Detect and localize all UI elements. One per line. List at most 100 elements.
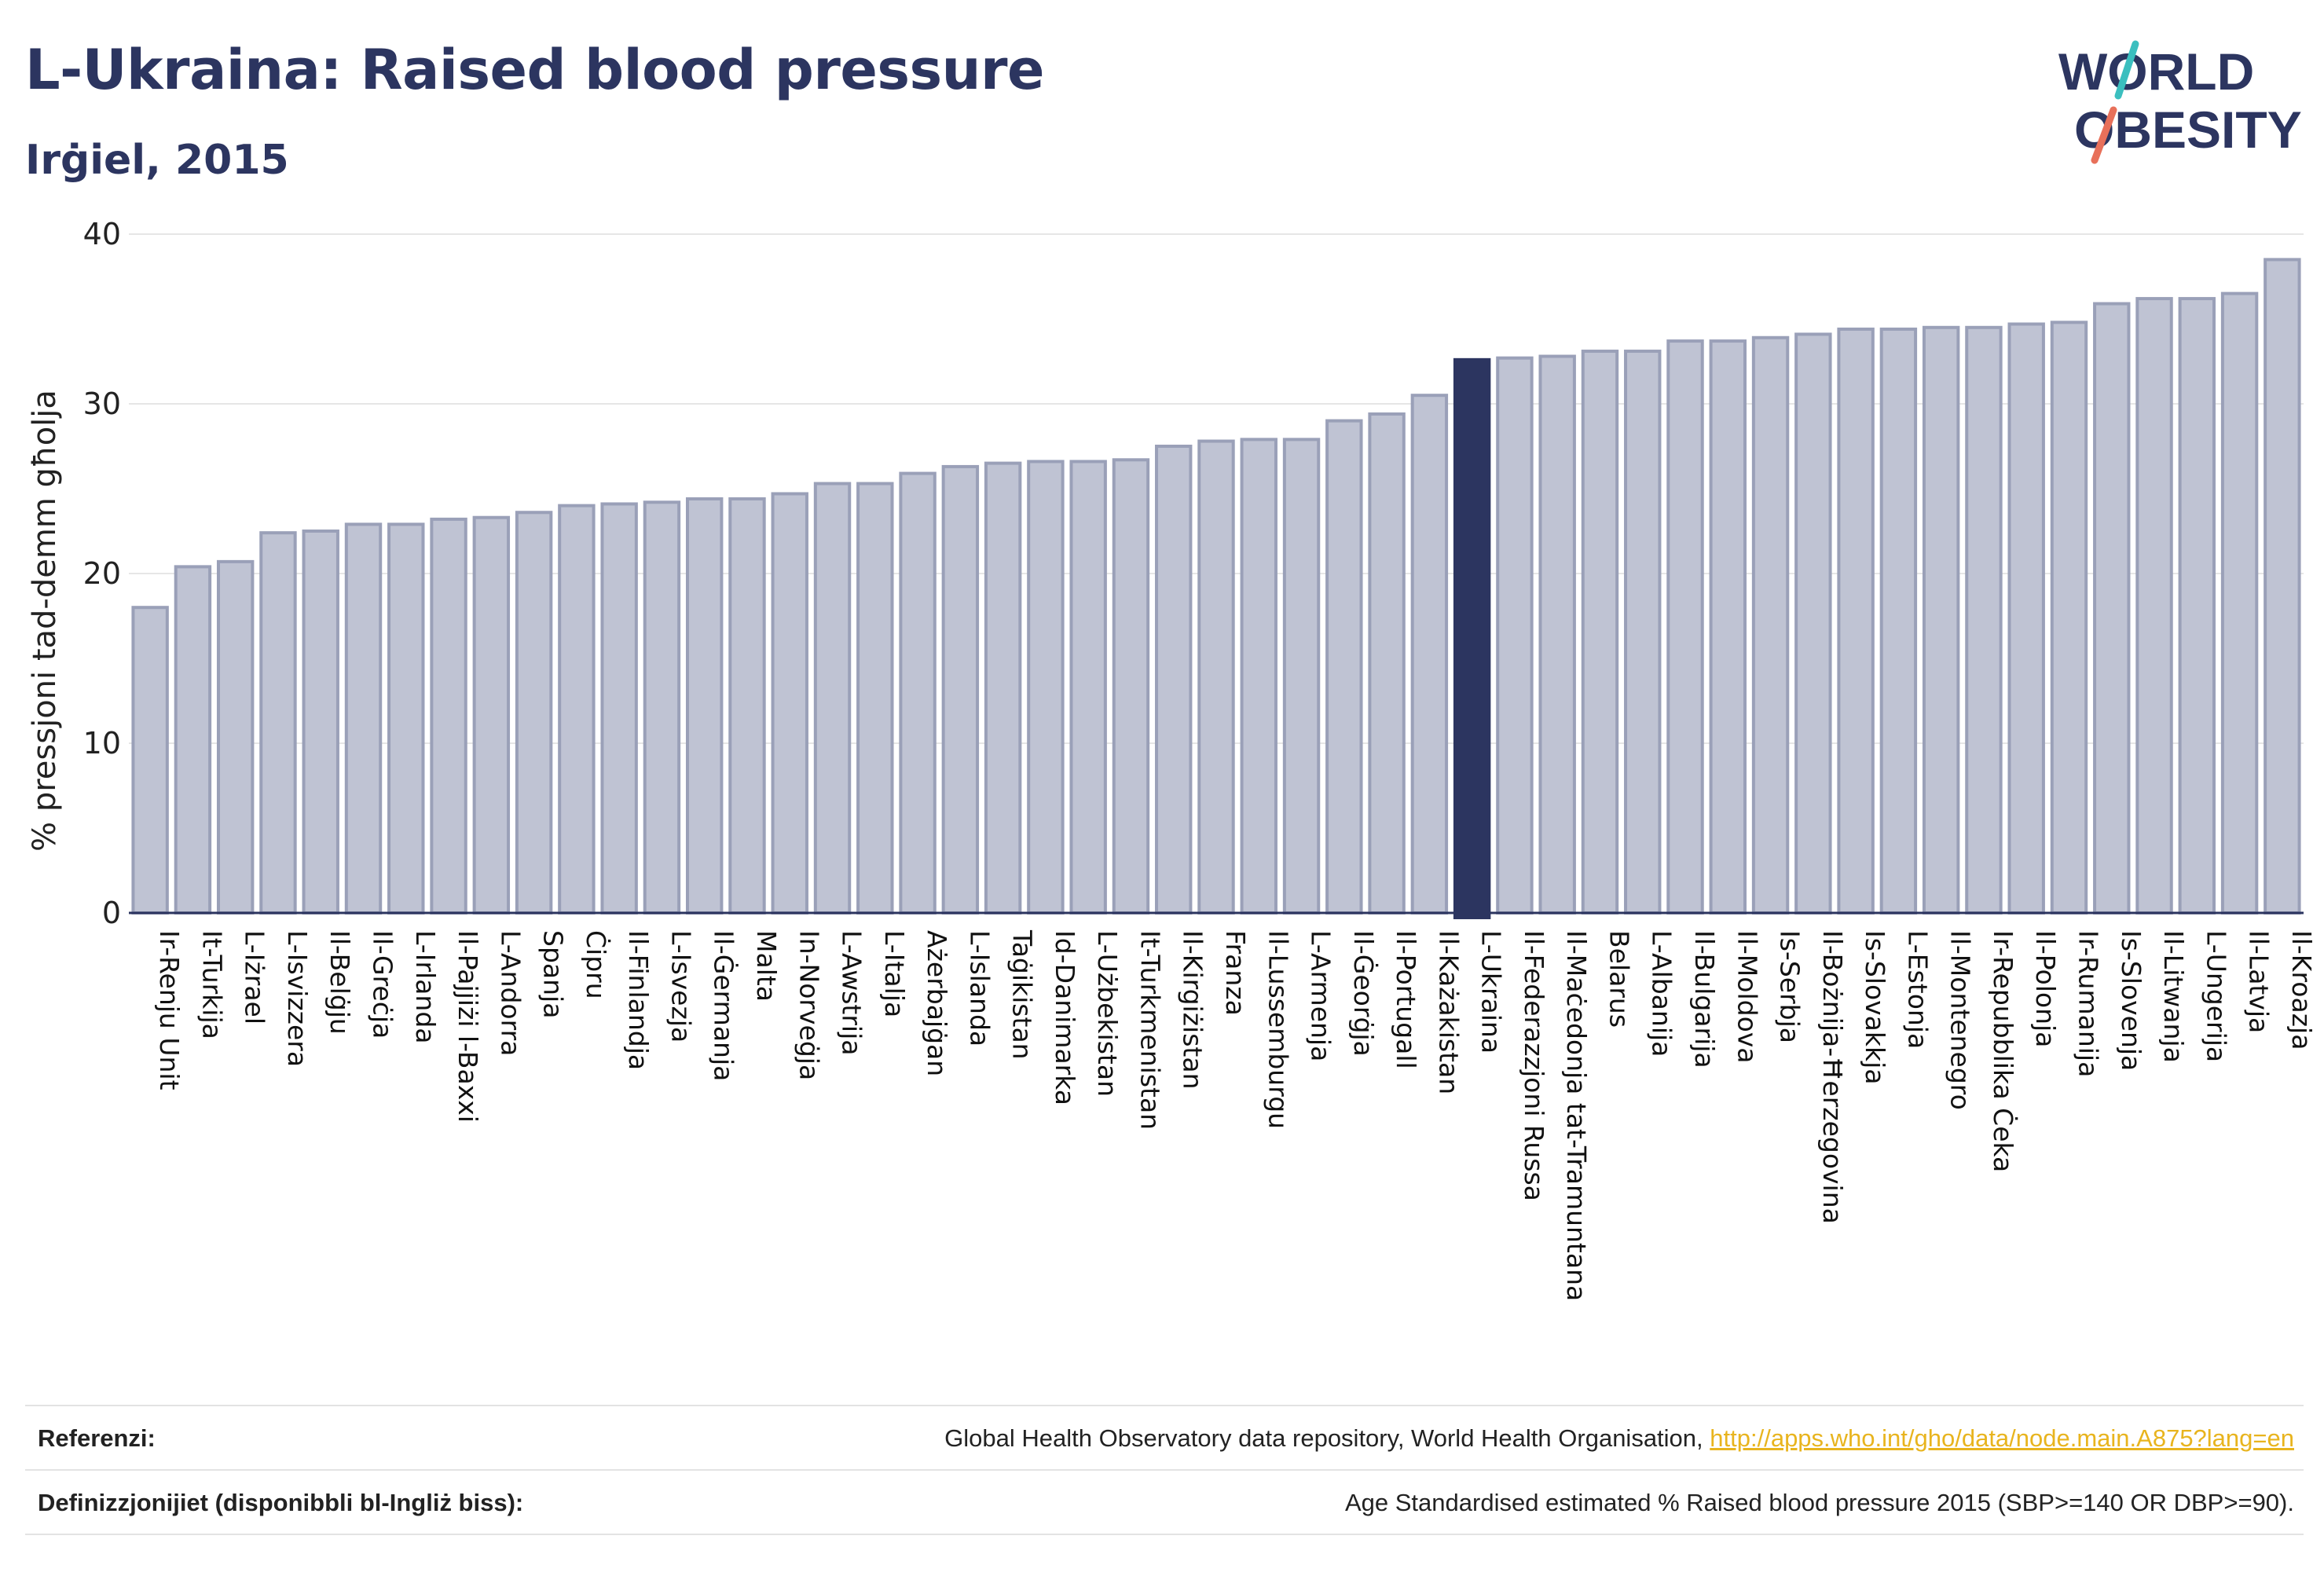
x-tick-label: Taġikistan — [1007, 929, 1038, 1060]
x-tick-label: Il-Federazzjoni Russa — [1519, 930, 1549, 1201]
x-tick-label: Is-Slovenja — [2116, 930, 2146, 1071]
bar-24 — [1155, 445, 1193, 914]
bar-44 — [2007, 322, 2045, 915]
world-obesity-logo: WORLD OBESITY — [2058, 40, 2302, 164]
bar-20 — [984, 461, 1022, 914]
x-tick-label: Il-Bożnija-Ħerzegovina — [1817, 930, 1848, 1224]
bar-19 — [941, 464, 980, 914]
x-tick-label: Id-Danimarka — [1050, 930, 1080, 1105]
bar-27 — [1282, 438, 1321, 914]
x-tick-label: Is-Serbja — [1775, 930, 1805, 1043]
definitions-value: Age Standardised estimated % Raised bloo… — [1344, 1489, 2294, 1516]
bar-28 — [1325, 419, 1363, 914]
chart-bars — [131, 258, 2301, 919]
footer-references-row: Referenzi: Global Health Observatory dat… — [25, 1405, 2304, 1471]
y-tick-label: 10 — [83, 726, 121, 761]
bar-1 — [174, 565, 212, 914]
bar-38 — [1751, 335, 1790, 914]
x-tick-label: L-Italja — [879, 930, 910, 1017]
x-tick-label: L-Isvezja — [665, 930, 696, 1043]
y-axis-label: % pressjoni tad-demm għolja — [27, 390, 63, 852]
bar-25 — [1197, 439, 1235, 914]
x-tick-label: Ir-Repubblika Ċeka — [1988, 930, 2019, 1172]
x-tick-label: Il-Każakistan — [1433, 930, 1464, 1094]
x-tick-label: L-Estonja — [1902, 930, 1933, 1049]
bar-3 — [259, 531, 297, 914]
bar-14 — [728, 497, 766, 914]
footer-definitions-row: Definizzjonijiet (disponibbli bl-Ingliż … — [25, 1469, 2304, 1535]
bar-31 — [1453, 357, 1491, 919]
bar-5 — [344, 522, 383, 914]
bar-34 — [1581, 350, 1619, 915]
y-tick-label: 40 — [83, 217, 121, 251]
x-tick-label: Is-Slovakkja — [1860, 930, 1890, 1085]
references-value: Global Health Observatory data repositor… — [944, 1424, 2304, 1453]
bar-29 — [1368, 412, 1406, 914]
bar-17 — [856, 482, 894, 914]
logo-text-world: WORLD — [2058, 42, 2254, 101]
y-axis-ticks: 0 10 20 30 40 — [83, 217, 121, 930]
bar-48 — [2178, 297, 2216, 914]
x-axis-tick-labels: Ir-Renju Unit It-Turkija L-Iżrael L-Isvizze… — [154, 929, 2317, 1301]
bar-15 — [771, 492, 808, 914]
bar-12 — [643, 500, 681, 914]
y-tick-label: 30 — [83, 387, 121, 421]
bar-30 — [1410, 394, 1449, 914]
x-tick-label: Il-Ġeorġja — [1348, 930, 1380, 1057]
x-tick-label: L-Ukraina — [1476, 930, 1507, 1054]
bar-35 — [1624, 350, 1662, 915]
x-tick-label: Ir-Renju Unit — [154, 930, 185, 1090]
bar-10 — [558, 504, 596, 914]
bar-39 — [1794, 332, 1832, 914]
x-tick-label: Il-Portugall — [1391, 930, 1421, 1069]
bar-32 — [1496, 356, 1534, 914]
x-tick-label: Il-Pajjiżi l-Baxxi — [453, 930, 483, 1123]
bar-7 — [430, 517, 467, 914]
bar-21 — [1027, 460, 1065, 914]
page-subtitle: Irġiel, 2015 — [25, 137, 289, 184]
x-tick-label: L-Iżrael — [240, 930, 270, 1024]
x-tick-label: It-Turkija — [196, 930, 227, 1039]
logo-slash-bottom — [2091, 106, 2117, 164]
bar-47 — [2135, 297, 2173, 914]
x-tick-label: In-Norveġja — [794, 930, 824, 1080]
x-tick-label: Malta — [751, 930, 782, 1002]
x-tick-label: Il-Moldova — [1732, 930, 1762, 1064]
x-tick-label: Il-Greċja — [368, 930, 398, 1039]
definitions-label: Definizzjonijiet (disponibbli bl-Ingliż … — [38, 1489, 524, 1516]
bar-37 — [1709, 339, 1747, 914]
x-tick-label: Il-Montenegro — [1945, 930, 1976, 1110]
footer-bottom-divider — [25, 1534, 2304, 1535]
logo-slash-top — [2114, 40, 2139, 100]
bar-26 — [1240, 438, 1277, 914]
x-tick-label: Belarus — [1604, 930, 1634, 1028]
x-tick-label: L-Użbekistan — [1092, 930, 1123, 1097]
x-tick-label: L-Islanda — [964, 930, 995, 1046]
bar-11 — [600, 502, 638, 914]
x-tick-label: Il-Ġermanja — [709, 930, 740, 1081]
y-tick-label: 0 — [102, 896, 121, 930]
bar-18 — [899, 471, 937, 914]
bar-33 — [1538, 354, 1576, 914]
bar-40 — [1837, 327, 1875, 914]
bar-49 — [2220, 291, 2259, 915]
references-link[interactable]: http://apps.who.int/gho/data/node.main.A… — [1710, 1424, 2294, 1452]
bar-9 — [515, 511, 553, 914]
bar-chart: 0 10 20 30 40 % pressjoni tad-demm għolja Ir… — [27, 217, 2317, 1301]
bar-16 — [813, 482, 852, 914]
bar-0 — [131, 606, 169, 914]
x-tick-label: L-Irlanda — [410, 930, 441, 1044]
x-tick-label: Il-Polonja — [2030, 930, 2061, 1047]
references-label: Referenzi: — [38, 1424, 156, 1452]
x-tick-label: It-Turkmenistan — [1135, 930, 1165, 1130]
bar-46 — [2093, 302, 2131, 914]
x-tick-label: L-Armenja — [1306, 930, 1336, 1061]
page-title: L-Ukraina: Raised blood pressure — [25, 38, 1045, 102]
x-tick-label: L-Awstrija — [837, 930, 867, 1055]
bar-50 — [2264, 258, 2301, 914]
bar-41 — [1879, 327, 1918, 914]
x-tick-label: Ażerbajġan — [922, 930, 952, 1076]
x-tick-label: Il-Belġju — [324, 930, 355, 1035]
x-tick-label: L-Albanija — [1647, 930, 1677, 1057]
x-tick-label: Il-Litwanja — [2158, 930, 2189, 1063]
